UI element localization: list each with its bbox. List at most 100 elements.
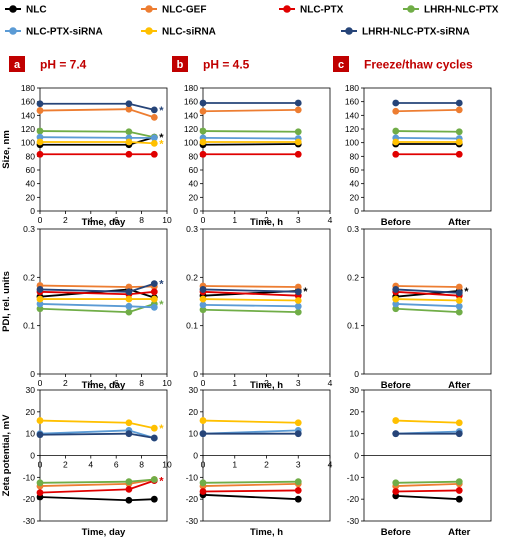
panel-title: pH = 7.4 bbox=[40, 58, 87, 72]
series-line bbox=[202, 493, 299, 501]
series-lhrh-nlc-ptx-sirna: * bbox=[36, 279, 164, 296]
data-point bbox=[294, 297, 302, 304]
chart-c-zeta: -30 -20 -10 0 10 20 30 Before After bbox=[347, 385, 492, 538]
series-lhrh-nlc-ptx-sirna bbox=[392, 430, 463, 438]
y-tick-label: 0.1 bbox=[347, 321, 359, 331]
data-point bbox=[36, 100, 44, 108]
x-axis-title: Time, day bbox=[82, 527, 126, 538]
y-tick-label: 0 bbox=[193, 369, 198, 379]
series-lhrh-nlc-ptx bbox=[199, 127, 302, 136]
y-tick-label: 0 bbox=[30, 206, 35, 216]
data-point bbox=[455, 297, 463, 304]
panel-header-a: a pH = 7.4 bbox=[9, 56, 87, 72]
y-tick-label: 40 bbox=[350, 179, 360, 189]
data-point bbox=[36, 127, 44, 135]
y-tick-label: 0 bbox=[30, 369, 35, 379]
y-tick-label: 0.1 bbox=[186, 321, 198, 331]
plot-frame bbox=[202, 228, 331, 375]
series-line bbox=[395, 303, 460, 308]
y-tick-label: -30 bbox=[186, 516, 199, 526]
y-tick-label: -30 bbox=[23, 516, 36, 526]
panel-letter: c bbox=[338, 59, 344, 71]
chart-a-size: 0 20 40 60 80 100 120 140 160 180 0 2 4 6 8 10 Time, day… bbox=[21, 83, 172, 228]
x-tick-label: 4 bbox=[88, 378, 93, 388]
x-axis-title: Time, day bbox=[82, 217, 126, 228]
series-line bbox=[395, 290, 460, 297]
series-line bbox=[202, 143, 299, 146]
x-tick-label: 10 bbox=[162, 215, 172, 225]
series-nlc-ptx bbox=[392, 150, 463, 158]
y-tick-label: 20 bbox=[189, 192, 199, 202]
chart-b-size: 0 20 40 60 80 100 120 140 160 180 0 1 2 3 4 Time, h bbox=[184, 83, 333, 228]
y-tick-label: 0 bbox=[354, 206, 359, 216]
series-nlc-sirna bbox=[392, 138, 463, 146]
data-point bbox=[392, 295, 400, 303]
data-point bbox=[294, 138, 302, 146]
significance-star: * bbox=[159, 132, 164, 144]
series-nlc-gef bbox=[392, 106, 463, 115]
y-tick-label: 0.1 bbox=[23, 321, 35, 331]
data-point bbox=[125, 150, 133, 158]
series-line bbox=[395, 307, 460, 314]
data-point bbox=[150, 139, 158, 147]
data-point bbox=[125, 308, 133, 316]
data-point bbox=[36, 295, 44, 303]
series-nlc-sirna bbox=[392, 295, 463, 304]
data-point bbox=[455, 478, 463, 486]
data-point bbox=[294, 302, 302, 310]
series-lhrh-nlc-ptx bbox=[392, 478, 463, 487]
series-nlc-gef bbox=[199, 106, 302, 115]
y-tick-label: 0 bbox=[354, 369, 359, 379]
data-point bbox=[455, 128, 463, 136]
data-point bbox=[36, 489, 44, 497]
x-tick-label: 8 bbox=[139, 460, 144, 470]
data-point bbox=[392, 286, 400, 293]
series-lhrh-nlc-ptx-sirna bbox=[199, 99, 302, 107]
legend-item-nlc-sirna: NLC-siRNA bbox=[141, 27, 216, 38]
data-point bbox=[294, 478, 302, 486]
legend-item-nlc-gef: NLC-GEF bbox=[141, 5, 206, 16]
data-point bbox=[294, 430, 302, 438]
x-tick-label: 0 bbox=[38, 215, 43, 225]
data-point bbox=[199, 479, 207, 487]
x-tick-label: 1 bbox=[232, 215, 237, 225]
series-lhrh-nlc-ptx bbox=[199, 478, 302, 487]
data-point bbox=[150, 113, 158, 121]
x-tick-label: 2 bbox=[63, 460, 68, 470]
x-tick-label: 0 bbox=[38, 460, 43, 470]
x-tick-label: 0 bbox=[38, 378, 43, 388]
legend-swatch-marker bbox=[9, 5, 17, 13]
plot-frame bbox=[363, 228, 492, 375]
x-tick-label: 3 bbox=[296, 378, 301, 388]
series-line bbox=[202, 130, 299, 133]
data-point bbox=[392, 300, 400, 308]
series-line bbox=[202, 482, 299, 487]
panel-header-b: b pH = 4.5 bbox=[172, 56, 250, 72]
data-point bbox=[150, 303, 158, 311]
y-tick-label: 140 bbox=[345, 110, 359, 120]
x-tick-label: 4 bbox=[88, 215, 93, 225]
y-tick-label: 30 bbox=[26, 385, 36, 395]
x-tick-label: 4 bbox=[328, 378, 333, 388]
data-point bbox=[125, 485, 133, 493]
legend-swatch-marker bbox=[145, 27, 153, 35]
legend-item-nlc-ptx-sirna: NLC-PTX-siRNA bbox=[5, 27, 103, 38]
x-tick-label: 3 bbox=[296, 460, 301, 470]
data-point bbox=[199, 295, 207, 303]
data-point bbox=[125, 288, 133, 296]
data-point bbox=[150, 288, 158, 296]
legend-item-nlc-ptx: NLC-PTX bbox=[279, 5, 344, 16]
y-tick-label: 180 bbox=[345, 83, 359, 93]
data-point bbox=[125, 302, 133, 310]
data-point bbox=[125, 128, 133, 136]
series-line bbox=[395, 285, 460, 288]
data-point bbox=[125, 138, 133, 146]
series-line bbox=[395, 298, 460, 302]
significance-star: * bbox=[159, 299, 164, 311]
data-point bbox=[392, 107, 400, 115]
panel-letter-box bbox=[9, 56, 25, 72]
y-tick-label: 160 bbox=[21, 97, 35, 107]
series-lhrh-nlc-ptx-sirna bbox=[199, 286, 302, 296]
y-tick-label: 160 bbox=[345, 97, 359, 107]
data-point bbox=[455, 302, 463, 310]
